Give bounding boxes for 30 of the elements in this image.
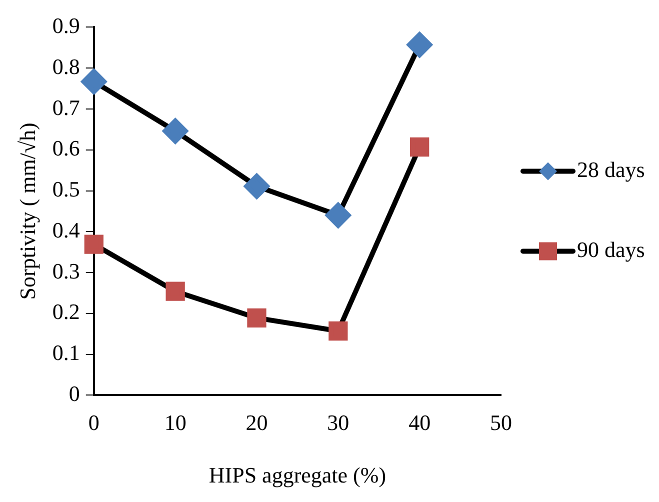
legend-label: 90 days	[577, 236, 645, 262]
y-tick-label: 0.9	[52, 12, 80, 38]
y-tick-label: 0	[68, 380, 80, 406]
point	[84, 234, 104, 254]
y-tick-label: 0.6	[52, 136, 80, 161]
y-tick-label: 0.1	[52, 340, 80, 366]
y-axis-title: Sorptivity ( mm/√h)	[14, 122, 40, 300]
point	[247, 308, 266, 328]
point	[407, 32, 432, 58]
point	[326, 202, 351, 228]
x-tick-label: 30	[327, 410, 350, 436]
x-tick-label: 40	[408, 410, 431, 436]
y-tick-label: 0.7	[52, 94, 80, 120]
x-tick-label: 50	[490, 410, 512, 436]
x-tick-label: 0	[88, 410, 100, 436]
y-tick-label: 0.5	[52, 176, 80, 202]
point	[328, 321, 348, 341]
y-tick-label: 0.3	[52, 258, 80, 284]
x-axis-title: HIPS aggregate (%)	[208, 462, 386, 488]
legend-label: 28 days	[577, 156, 645, 182]
y-tick-label: 0.2	[52, 299, 80, 324]
point	[162, 118, 188, 144]
point	[410, 137, 430, 157]
y-tick-label: 0.8	[52, 54, 80, 79]
point	[81, 69, 106, 94]
x-tick-label: 10	[164, 410, 186, 436]
point	[244, 174, 270, 199]
x-tick-label: 20	[246, 410, 268, 436]
point	[166, 282, 185, 301]
y-tick-label: 0.4	[52, 217, 80, 242]
